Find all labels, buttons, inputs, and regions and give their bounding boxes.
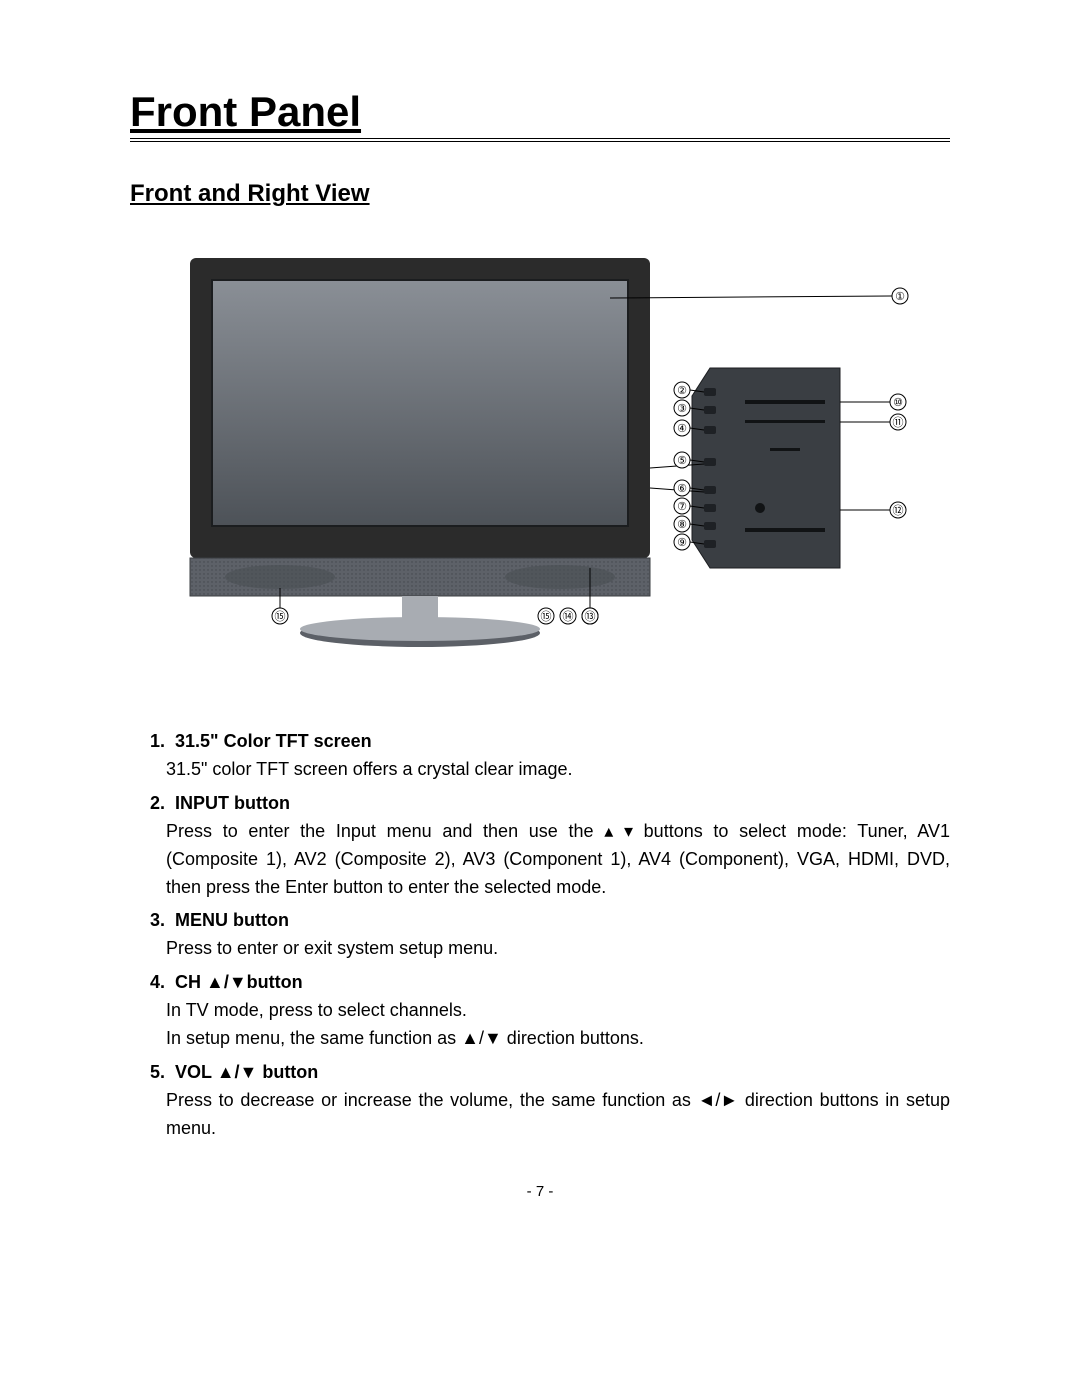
svg-text:④: ④ — [677, 423, 687, 435]
item-heading: 5. VOL ▲/▼ button — [130, 1059, 950, 1087]
manual-page: Front Panel Front and Right View ① ② ③ ④ ⑤ ⑥ ⑦… — [0, 0, 1080, 1397]
description-item: 1. 31.5" Color TFT screen31.5" color TFT… — [130, 728, 950, 784]
item-body: In setup menu, the same function as ▲/▼ … — [166, 1025, 950, 1053]
tv-diagram-svg: ①②③④⑤⑥⑦⑧⑨⑩⑪⑫⑮⑮⑭⑬⑮⑭⑬ — [150, 248, 930, 678]
item-heading: 2. INPUT button — [130, 790, 950, 818]
description-item: 2. INPUT buttonPress to enter the Input … — [130, 790, 950, 902]
item-body: Press to decrease or increase the volume… — [166, 1087, 950, 1143]
description-list: 1. 31.5" Color TFT screen31.5" color TFT… — [130, 728, 950, 1142]
svg-text:①: ① — [895, 291, 905, 303]
svg-text:⑩: ⑩ — [893, 397, 903, 409]
item-body: 31.5" color TFT screen offers a crystal … — [166, 756, 950, 784]
section-subtitle: Front and Right View — [130, 180, 950, 208]
svg-text:⑦: ⑦ — [677, 501, 687, 513]
svg-text:⑭: ⑭ — [563, 610, 574, 623]
svg-text:⑮: ⑮ — [541, 610, 552, 623]
svg-text:⑫: ⑫ — [893, 504, 904, 517]
svg-text:②: ② — [677, 385, 687, 397]
svg-text:⑬: ⑬ — [585, 610, 596, 623]
item-body: Press to enter the Input menu and then u… — [166, 818, 950, 902]
svg-text:⑥: ⑥ — [677, 483, 687, 495]
svg-text:③: ③ — [677, 403, 687, 415]
svg-text:⑪: ⑪ — [893, 416, 904, 429]
page-number: - 7 - — [130, 1183, 950, 1200]
svg-text:⑮: ⑮ — [275, 610, 286, 623]
item-body: In TV mode, press to select channels. — [166, 997, 950, 1025]
description-item: 4. CH ▲/▼buttonIn TV mode, press to sele… — [130, 969, 950, 1053]
item-heading: 4. CH ▲/▼button — [130, 969, 950, 997]
description-item: 5. VOL ▲/▼ buttonPress to decrease or in… — [130, 1059, 950, 1143]
item-heading: 3. MENU button — [130, 907, 950, 935]
description-item: 3. MENU buttonPress to enter or exit sys… — [130, 907, 950, 963]
page-title: Front Panel — [130, 90, 950, 142]
tv-diagram: ①②③④⑤⑥⑦⑧⑨⑩⑪⑫⑮⑮⑭⑬⑮⑭⑬ — [150, 248, 930, 678]
item-body: Press to enter or exit system setup menu… — [166, 935, 950, 963]
item-heading: 1. 31.5" Color TFT screen — [130, 728, 950, 756]
svg-text:⑧: ⑧ — [677, 519, 687, 531]
svg-text:⑨: ⑨ — [677, 537, 687, 549]
svg-text:⑤: ⑤ — [677, 455, 687, 467]
